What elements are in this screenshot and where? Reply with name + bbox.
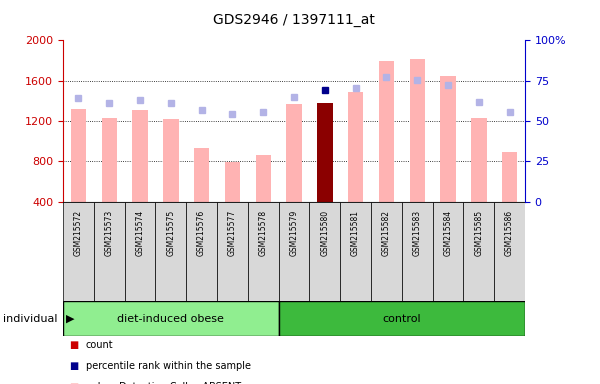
Bar	[133, 110, 148, 202]
Bar	[502, 152, 517, 202]
Bar	[217, 202, 248, 301]
Text: GSM215582: GSM215582	[382, 210, 391, 256]
Bar	[186, 202, 217, 301]
Text: ■: ■	[69, 340, 78, 350]
Bar	[278, 202, 310, 301]
Bar	[494, 202, 525, 301]
Bar	[440, 76, 456, 202]
Text: GDS2946 / 1397111_at: GDS2946 / 1397111_at	[213, 13, 375, 27]
Bar	[402, 202, 433, 301]
Text: ■: ■	[69, 382, 78, 384]
Text: count: count	[86, 340, 113, 350]
Text: GSM215586: GSM215586	[505, 210, 514, 256]
Text: GSM215579: GSM215579	[290, 210, 299, 256]
Text: GSM215575: GSM215575	[166, 210, 175, 256]
Text: ■: ■	[69, 361, 78, 371]
Text: GSM215584: GSM215584	[443, 210, 452, 256]
Text: GSM215581: GSM215581	[351, 210, 360, 256]
Bar	[340, 202, 371, 301]
Bar	[225, 162, 240, 202]
Bar	[371, 202, 402, 301]
Bar	[348, 92, 363, 202]
Bar	[248, 202, 278, 301]
Text: GSM215577: GSM215577	[228, 210, 237, 256]
Bar	[194, 148, 209, 202]
Bar	[63, 301, 278, 336]
Bar	[471, 118, 487, 202]
Text: diet-induced obese: diet-induced obese	[118, 314, 224, 324]
Bar	[433, 202, 463, 301]
Text: GSM215576: GSM215576	[197, 210, 206, 256]
Bar	[94, 202, 125, 301]
Text: percentile rank within the sample: percentile rank within the sample	[86, 361, 251, 371]
Text: value, Detection Call = ABSENT: value, Detection Call = ABSENT	[86, 382, 241, 384]
Bar	[286, 104, 302, 202]
Bar	[310, 202, 340, 301]
Bar	[101, 118, 117, 202]
Bar	[256, 155, 271, 202]
Text: GSM215573: GSM215573	[105, 210, 114, 256]
Bar	[409, 60, 425, 202]
Bar	[163, 119, 179, 202]
Text: control: control	[382, 314, 421, 324]
Bar	[63, 202, 94, 301]
Bar	[278, 301, 525, 336]
Text: GSM215585: GSM215585	[475, 210, 484, 256]
Bar	[71, 109, 86, 202]
Text: ▶: ▶	[66, 314, 74, 324]
Bar	[379, 61, 394, 202]
Bar	[463, 202, 494, 301]
Text: GSM215583: GSM215583	[413, 210, 422, 256]
Text: GSM215580: GSM215580	[320, 210, 329, 256]
Text: individual: individual	[2, 314, 57, 324]
Text: GSM215574: GSM215574	[136, 210, 145, 256]
Bar	[125, 202, 155, 301]
Text: GSM215578: GSM215578	[259, 210, 268, 256]
Bar	[317, 103, 332, 202]
Text: GSM215572: GSM215572	[74, 210, 83, 256]
Bar	[155, 202, 186, 301]
